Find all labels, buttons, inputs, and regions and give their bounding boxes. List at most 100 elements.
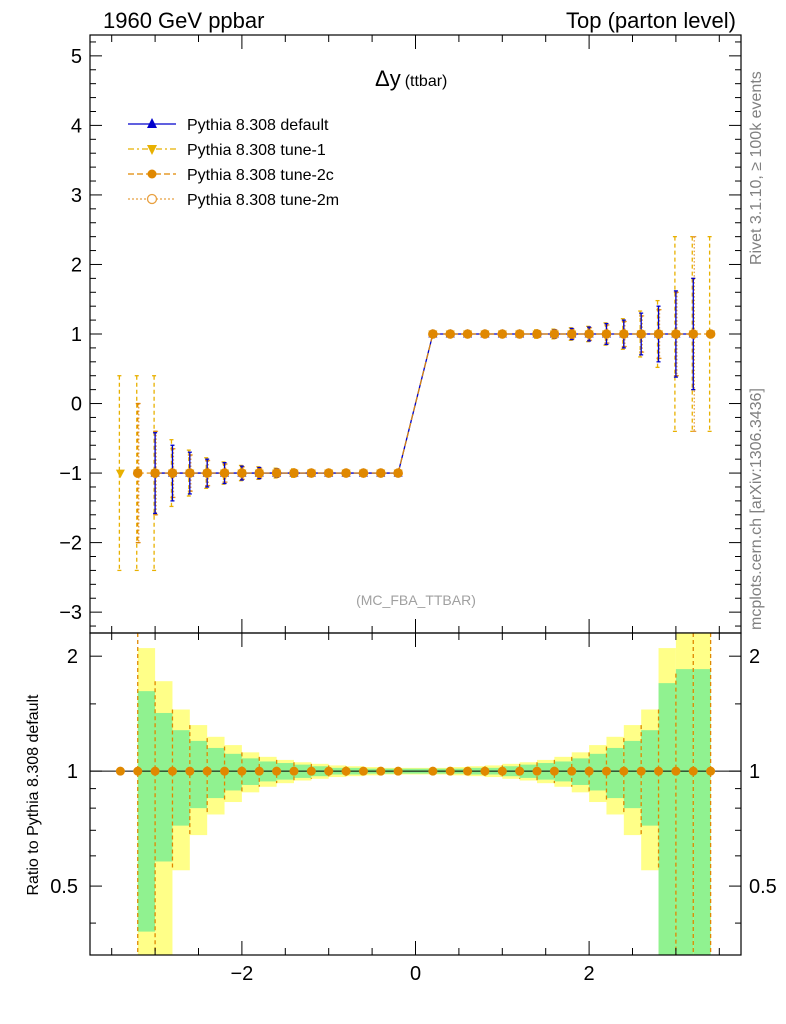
ratio-band-inner <box>623 740 642 809</box>
ratio-point <box>619 766 629 776</box>
ratio-point <box>497 766 507 776</box>
ratio-point <box>428 766 438 776</box>
ratio-point <box>549 766 559 776</box>
ratio-point <box>220 766 230 776</box>
tune2c-marker <box>480 329 490 339</box>
legend-label: Pythia 8.308 tune-1 <box>187 142 326 159</box>
mcplots-label: mcplots.cern.ch [arXiv:1306.3436] <box>748 388 765 630</box>
tune2c-marker <box>132 468 143 478</box>
tune2c-marker <box>375 468 386 478</box>
legend-marker-down-triangle <box>147 145 157 155</box>
x-tick-label: 2 <box>584 963 595 985</box>
ratio-point <box>272 766 282 776</box>
legend-label: Pythia 8.308 tune-2m <box>187 192 339 209</box>
main-y-tick-label: 1 <box>71 324 82 346</box>
ratio-band-inner <box>241 758 260 785</box>
ratio-band-inner <box>693 669 711 955</box>
ratio-point <box>289 766 299 776</box>
ratio-point <box>237 766 247 776</box>
tune2c-marker <box>653 329 664 339</box>
tune2c-marker <box>549 329 560 339</box>
ratio-point <box>324 766 334 776</box>
ratio-y-tick-label-right: 0.5 <box>749 876 777 898</box>
ratio-band-inner <box>589 753 607 791</box>
ratio-point <box>688 766 698 776</box>
tune2c-marker <box>167 468 178 478</box>
ratio-plot: −2 0 2 0.5 0.5 1 1 2 2 <box>50 632 777 985</box>
ratio-point <box>376 766 386 776</box>
tune2c-marker <box>393 468 403 478</box>
main-y-tick-label: 4 <box>71 115 82 137</box>
tune2c-marker <box>237 468 247 478</box>
ratio-point <box>167 766 177 776</box>
series-default-line <box>155 333 694 474</box>
ratio-point <box>584 766 594 776</box>
ratio-ylabel: Ratio to Pythia 8.308 default <box>25 694 42 896</box>
tune2c-marker <box>514 329 525 339</box>
tune2c-marker <box>185 468 195 478</box>
main-y-tick-label: 2 <box>71 254 82 276</box>
ratio-band-inner <box>207 747 225 799</box>
ratio-point <box>480 766 490 776</box>
legend-marker-dot <box>147 169 157 179</box>
ratio-band-inner <box>155 712 173 862</box>
ratio-point <box>115 766 125 776</box>
tune2c-marker <box>428 329 438 339</box>
ratio-band-inner <box>658 683 676 955</box>
ratio-point <box>133 766 143 776</box>
tune2c-marker <box>619 329 629 339</box>
ratio-band-inner <box>189 740 208 809</box>
tune2c-marker <box>202 468 212 478</box>
rivet-label: Rivet 3.1.10, ≥ 100k events <box>748 71 765 265</box>
ratio-point <box>654 766 664 776</box>
tune2c-marker <box>150 468 160 478</box>
legend-marker-ring <box>146 193 158 205</box>
tune2c-marker <box>497 329 508 339</box>
ratio-point <box>150 766 160 776</box>
tune2c-marker <box>688 329 699 339</box>
ratio-y-tick-label-right: 2 <box>749 646 760 668</box>
plot-title-suffix: (ttbar) <box>405 73 448 90</box>
tune2c-marker <box>601 329 612 339</box>
ratio-point <box>636 766 646 776</box>
ratio-point <box>393 766 403 776</box>
ratio-band-inner <box>675 669 694 955</box>
tune2c-marker <box>705 329 716 339</box>
ratio-point <box>463 766 473 776</box>
plot-title: Δy (ttbar) <box>375 66 447 91</box>
main-y-tick-label: 3 <box>71 185 82 207</box>
series-tune2c-line <box>137 333 711 474</box>
tune2c-marker <box>254 468 265 478</box>
ratio-point <box>202 766 212 776</box>
ratio-y-tick-label: 1 <box>67 761 78 783</box>
tune2c-marker <box>462 329 473 339</box>
ratio-point <box>185 766 195 776</box>
ratio-y-tick-label-right: 1 <box>749 761 760 783</box>
x-tick-label: 0 <box>410 963 421 985</box>
ratio-band-inner <box>571 758 590 785</box>
x-tick-label: −2 <box>230 963 253 985</box>
ratio-band-inner <box>641 730 659 826</box>
ratio-band-inner <box>224 753 242 791</box>
tune2c-marker <box>584 329 594 339</box>
tune2c-marker <box>306 468 317 478</box>
tune2c-marker <box>636 329 646 339</box>
main-y-tick-label: 5 <box>71 46 82 68</box>
tune1-marker <box>115 469 125 479</box>
ratio-y-tick-label: 0.5 <box>50 876 78 898</box>
tune2c-marker <box>532 329 542 339</box>
tune2c-marker <box>566 329 577 339</box>
main-y-tick-label: −2 <box>59 533 82 555</box>
plot-title-main: Δy <box>375 66 401 91</box>
ratio-point <box>706 766 716 776</box>
tune2c-marker <box>445 329 456 339</box>
tune2c-marker <box>323 468 334 478</box>
ratio-point <box>671 766 681 776</box>
ratio-point <box>567 766 577 776</box>
ratio-band-inner <box>172 730 190 826</box>
header-left: 1960 GeV ppbar <box>103 8 264 33</box>
ratio-point <box>254 766 264 776</box>
legend-marker-up-triangle <box>147 118 157 128</box>
analysis-label: (MC_FBA_TTBAR) <box>356 592 476 608</box>
